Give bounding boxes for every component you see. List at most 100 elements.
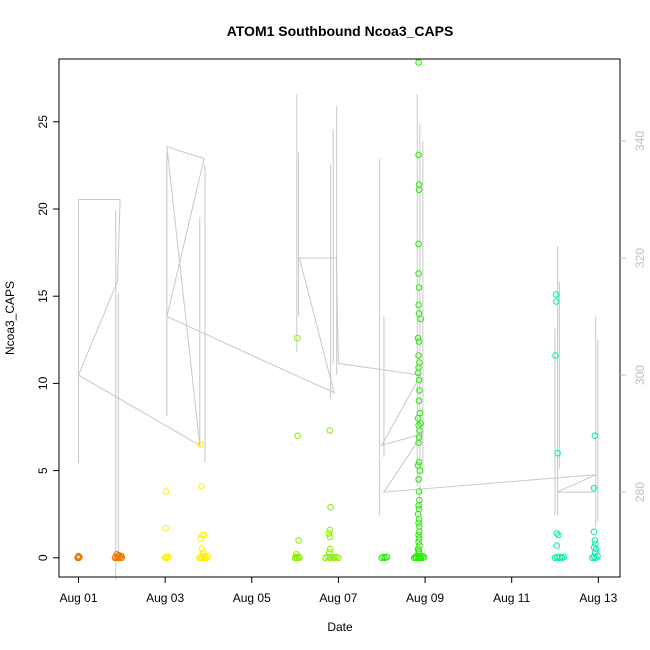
data-point bbox=[76, 553, 83, 561]
data-point bbox=[161, 554, 169, 562]
data-point bbox=[417, 315, 425, 323]
x-tick-label: Aug 11 bbox=[493, 591, 530, 605]
data-point bbox=[164, 554, 171, 562]
data-point bbox=[162, 524, 169, 532]
data-point bbox=[200, 549, 207, 556]
trace-path bbox=[77, 146, 597, 493]
data-point bbox=[198, 483, 205, 490]
scatter-points bbox=[74, 59, 601, 562]
y-axis-label: Ncoa3_CAPS bbox=[3, 281, 17, 355]
x-tick-label: Aug 01 bbox=[59, 591, 97, 605]
y-axis: 0 5 10 15 20 25 bbox=[36, 115, 59, 561]
data-point bbox=[162, 553, 170, 561]
data-point bbox=[415, 352, 422, 359]
data-point bbox=[415, 535, 423, 542]
y-tick-label: 10 bbox=[36, 376, 50, 390]
data-point bbox=[553, 291, 560, 298]
data-point bbox=[327, 503, 334, 511]
data-point bbox=[420, 553, 428, 561]
data-point bbox=[415, 186, 423, 194]
data-point bbox=[591, 432, 599, 440]
data-point bbox=[118, 552, 125, 560]
data-point bbox=[383, 553, 391, 561]
data-point bbox=[326, 545, 334, 553]
data-point bbox=[415, 439, 422, 447]
data-point bbox=[560, 553, 568, 561]
data-point bbox=[204, 552, 212, 560]
data-point bbox=[415, 270, 422, 277]
data-point bbox=[553, 530, 561, 537]
data-point bbox=[415, 301, 422, 309]
x-tick-label: Aug 03 bbox=[146, 591, 184, 605]
data-point bbox=[325, 530, 333, 537]
data-point bbox=[552, 352, 559, 359]
data-point bbox=[197, 441, 204, 448]
data-point bbox=[415, 59, 422, 66]
x-axis-label: Date bbox=[327, 620, 353, 634]
data-point bbox=[326, 427, 334, 434]
data-point bbox=[416, 467, 424, 474]
data-point bbox=[196, 554, 203, 562]
data-point bbox=[591, 537, 599, 544]
y-tick-label: 20 bbox=[36, 202, 50, 216]
plot-frame bbox=[58, 58, 621, 578]
x-tick-label: Aug 05 bbox=[233, 591, 271, 605]
x-axis: Aug 01 Aug 03 Aug 05 Aug 07 Aug 09 Aug 11 Aug … bbox=[59, 576, 618, 605]
data-point bbox=[415, 397, 423, 405]
data-point bbox=[414, 510, 422, 518]
data-point bbox=[554, 449, 561, 457]
data-point bbox=[197, 535, 204, 542]
data-point bbox=[415, 505, 423, 513]
data-point bbox=[291, 554, 299, 562]
secondary-trace bbox=[77, 94, 599, 580]
data-point bbox=[419, 554, 427, 562]
data-point bbox=[414, 334, 422, 342]
data-point bbox=[416, 523, 423, 530]
data-point bbox=[292, 553, 300, 561]
data-point bbox=[415, 284, 423, 291]
data-point bbox=[294, 432, 302, 440]
data-point bbox=[414, 415, 422, 422]
data-point bbox=[415, 458, 423, 466]
y2-tick-label: 280 bbox=[633, 482, 647, 502]
chart-title: ATOM1 Southbound Ncoa3_CAPS bbox=[227, 23, 454, 39]
data-point bbox=[165, 553, 172, 561]
y2-tick-label: 340 bbox=[633, 131, 647, 151]
data-point bbox=[592, 545, 600, 553]
data-point bbox=[293, 551, 300, 558]
data-point bbox=[592, 549, 599, 556]
data-point bbox=[415, 338, 423, 345]
data-point bbox=[415, 528, 423, 536]
data-point bbox=[415, 476, 422, 483]
data-point bbox=[326, 533, 334, 541]
y-tick-label: 0 bbox=[36, 554, 50, 561]
data-point bbox=[415, 502, 422, 509]
data-point bbox=[200, 531, 208, 539]
data-point bbox=[203, 554, 210, 562]
x-tick-label: Aug 09 bbox=[406, 591, 444, 605]
x-tick-label: Aug 13 bbox=[579, 591, 617, 605]
y-tick-label: 15 bbox=[36, 289, 50, 303]
y-tick-label: 5 bbox=[36, 467, 50, 474]
data-point bbox=[415, 488, 423, 495]
data-point bbox=[415, 538, 422, 546]
data-point bbox=[326, 526, 334, 534]
data-point bbox=[553, 542, 561, 549]
data-point bbox=[414, 369, 422, 377]
data-point bbox=[594, 552, 601, 560]
secondary-y-axis: 280 300 320 340 bbox=[620, 131, 647, 502]
data-point bbox=[590, 484, 598, 492]
y2-tick-label: 320 bbox=[633, 248, 647, 268]
data-point bbox=[295, 537, 302, 544]
data-point bbox=[417, 420, 425, 427]
data-point bbox=[198, 545, 206, 553]
data-point bbox=[415, 516, 423, 523]
data-point bbox=[590, 528, 598, 536]
data-point bbox=[555, 531, 562, 539]
data-point bbox=[415, 376, 423, 384]
data-point bbox=[326, 549, 333, 556]
data-point bbox=[416, 387, 423, 394]
data-point bbox=[415, 531, 422, 539]
data-point bbox=[416, 427, 423, 434]
